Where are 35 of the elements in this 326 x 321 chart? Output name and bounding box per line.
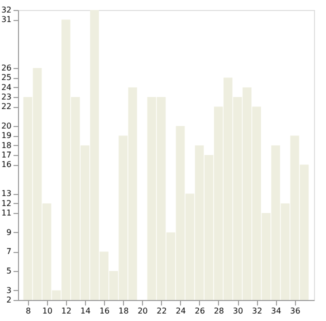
y-tick-label: 11 xyxy=(1,208,12,218)
x-tick-label: 36 xyxy=(290,306,300,316)
y-tick-label: 2 xyxy=(6,296,12,304)
y-tick-label: 24 xyxy=(1,82,12,92)
x-tick-label: 32 xyxy=(252,306,262,316)
y-tick-label: 23 xyxy=(1,92,12,102)
y-tick-label: 25 xyxy=(1,73,12,82)
y-tick-label: 9 xyxy=(6,228,12,237)
x-tick-label: 14 xyxy=(80,306,91,316)
y-tick-label: 16 xyxy=(1,160,12,170)
x-tick-label: 24 xyxy=(176,306,186,316)
x-tick-label: 18 xyxy=(118,306,129,316)
y-tick-label: 7 xyxy=(6,247,12,256)
y-tick-label: 26 xyxy=(1,64,12,72)
x-tick-label: 8 xyxy=(26,306,31,316)
y-tick-label: 17 xyxy=(1,150,12,160)
y-tick-label: 19 xyxy=(1,131,12,140)
x-tick-label: 28 xyxy=(214,306,224,316)
x-tick-label: 34 xyxy=(271,306,282,316)
x-tick-label: 22 xyxy=(156,306,167,316)
y-tick-label: 3 xyxy=(6,286,12,295)
y-tick-label: 12 xyxy=(1,198,12,208)
x-tick-label: 10 xyxy=(42,306,52,316)
x-tick-label: 30 xyxy=(232,306,244,316)
x-tick-label: 12 xyxy=(61,306,72,316)
y-tick-label: 22 xyxy=(1,102,12,112)
x-tick-label: 20 xyxy=(138,306,148,316)
x-tick-label: 26 xyxy=(194,306,205,316)
y-tick-label: 31 xyxy=(1,15,12,24)
y-tick-label: 18 xyxy=(1,140,12,150)
y-tick-label: 20 xyxy=(1,122,12,130)
y-tick-label: 5 xyxy=(6,266,12,276)
x-tick-label: 16 xyxy=(99,306,110,316)
y-tick-label: 13 xyxy=(1,189,12,198)
y-tick-label: 32 xyxy=(1,6,12,14)
